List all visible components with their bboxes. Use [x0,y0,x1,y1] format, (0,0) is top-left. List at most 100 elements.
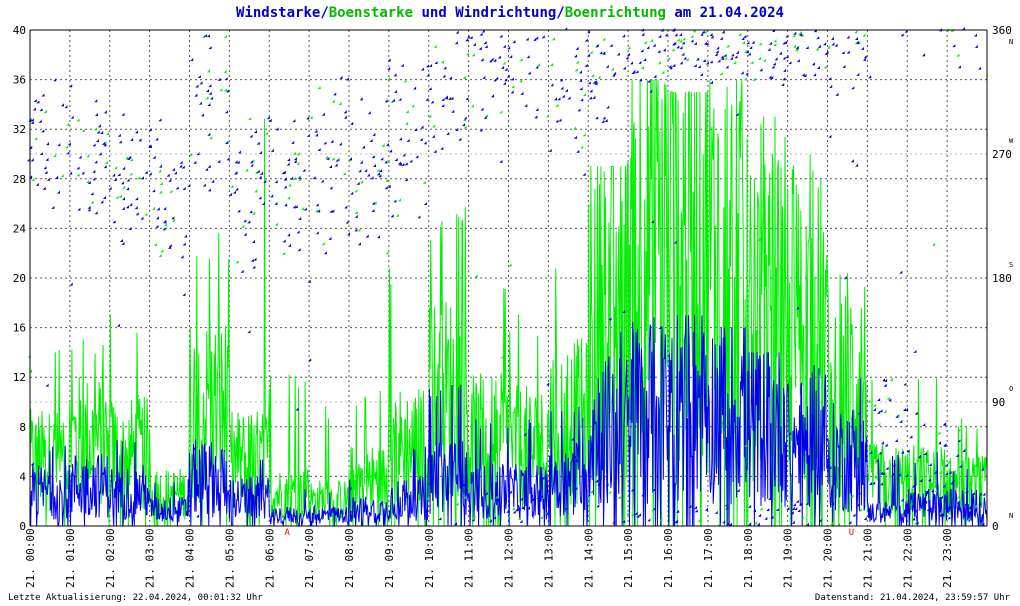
boenrichtung-point [597,75,601,79]
windrichtung-point [196,152,200,156]
windrichtung-point [806,522,810,526]
windrichtung-point [856,503,860,507]
boenrichtung-point [744,49,748,53]
windrichtung-point [121,241,125,245]
boenrichtung-point [159,190,163,194]
windrichtung-point [540,494,544,498]
windrichtung-point [442,74,446,78]
windrichtung-point [495,76,499,80]
windrichtung-point [514,508,518,512]
windrichtung-point [175,186,179,190]
windrichtung-point [42,186,46,190]
windrichtung-point [306,133,310,137]
windrichtung-point [454,522,458,526]
footer-last-update: Letzte Aktualisierung: 22.04.2024, 00:01… [8,593,263,603]
windrichtung-point [572,455,576,459]
windrichtung-point [702,59,706,63]
windrichtung-point [210,96,214,100]
windrichtung-point [152,155,156,159]
boenrichtung-point [381,143,385,147]
boenrichtung-point [726,44,730,48]
windrichtung-point [371,201,375,205]
windrichtung-point [901,450,905,454]
windrichtung-point [726,522,730,526]
y-right-tick-label: 90 [992,396,1005,409]
boenrichtung-point [517,516,521,520]
boenrichtung-point [65,145,69,149]
windrichtung-point [30,158,34,162]
windrichtung-point [567,96,571,100]
boenrichtung-point [502,61,506,65]
y-left-tick-label: 8 [19,421,26,434]
windrichtung-point [782,41,786,45]
windrichtung-point [345,77,349,81]
windrichtung-point [100,200,104,204]
windrichtung-point [724,503,728,507]
windrichtung-point [791,506,795,510]
windrichtung-point [613,71,617,75]
boenrichtung-point [500,355,504,359]
windrichtung-point [55,175,59,179]
windrichtung-point [57,143,61,147]
windrichtung-point [813,73,817,77]
windrichtung-point [253,257,257,261]
windrichtung-point [903,382,907,386]
windrichtung-point [184,234,188,238]
windrichtung-point [348,486,352,490]
windrichtung-point [717,59,721,63]
boenrichtung-point [31,178,35,182]
boenrichtung-point [129,172,133,176]
boenrichtung-point [398,198,402,202]
windrichtung-point [658,34,662,38]
windrichtung-point [350,191,354,195]
windrichtung-point [894,439,898,443]
boenrichtung-point [717,522,721,526]
windrichtung-point [899,419,903,423]
windrichtung-point [398,97,402,101]
boenrichtung-point [750,60,754,64]
boenrichtung-point [879,458,883,462]
boenrichtung-point [733,60,737,64]
boenrichtung-point [627,46,631,50]
windrichtung-point [535,108,539,112]
boenrichtung-point [762,58,766,62]
windrichtung-point [394,158,398,162]
windrichtung-point [930,489,934,493]
windrichtung-point [431,134,435,138]
windrichtung-point [393,73,397,77]
windrichtung-point [725,506,729,510]
windrichtung-point [756,522,760,526]
windrichtung-point [705,61,709,65]
windrichtung-point [228,192,232,196]
windrichtung-point [703,41,707,45]
boenrichtung-point [315,209,319,213]
windrichtung-point [535,36,539,40]
windrichtung-point [545,511,549,515]
windrichtung-point [119,239,123,243]
windrichtung-point [369,139,373,143]
boenrichtung-point [254,170,258,174]
windrichtung-point [721,30,725,34]
windrichtung-point [387,184,391,188]
windrichtung-point [751,40,755,44]
windrichtung-point [274,180,278,184]
windrichtung-point [201,113,205,117]
boenrichtung-point [135,394,139,398]
boenrichtung-point [617,495,621,499]
boenrichtung-point [395,213,399,217]
windrichtung-point [402,153,406,157]
x-tick-label: 21. 08:00 [343,528,356,588]
boenrichtung-point [854,30,858,34]
boenrichtung-point [743,77,747,81]
windrichtung-point [530,494,534,498]
windrichtung-point [354,228,358,232]
windrichtung-point [679,46,683,50]
windrichtung-point [768,496,772,500]
boenrichtung-point [719,72,723,76]
x-tick-label: 21. 16:00 [662,528,675,588]
boenrichtung-point [574,68,578,72]
windrichtung-point [783,68,787,72]
windrichtung-point [70,115,74,119]
windrichtung-point [158,118,162,122]
windrichtung-point [30,118,34,122]
